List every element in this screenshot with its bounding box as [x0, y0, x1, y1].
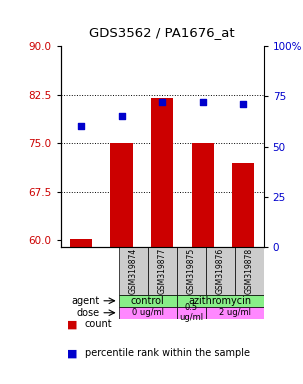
Point: [241, 101, 246, 108]
Text: GSM319874: GSM319874: [128, 248, 138, 294]
Text: ■: ■: [67, 319, 77, 329]
Bar: [232, 163, 255, 247]
FancyBboxPatch shape: [177, 247, 206, 295]
Point: [78, 123, 83, 129]
Text: dose: dose: [77, 308, 100, 318]
Text: azithromycin: azithromycin: [188, 296, 252, 306]
FancyBboxPatch shape: [118, 247, 148, 295]
Point: [200, 99, 205, 105]
Bar: [191, 143, 214, 247]
Text: control: control: [131, 296, 165, 306]
FancyBboxPatch shape: [206, 307, 264, 319]
Text: GSM319875: GSM319875: [187, 248, 196, 294]
FancyBboxPatch shape: [177, 307, 206, 319]
Text: percentile rank within the sample: percentile rank within the sample: [85, 348, 250, 358]
Text: GSM319877: GSM319877: [158, 248, 167, 294]
Point: [160, 99, 165, 105]
FancyBboxPatch shape: [177, 295, 264, 307]
Bar: [110, 143, 133, 247]
Text: 0 ug/ml: 0 ug/ml: [132, 308, 164, 317]
Bar: [70, 238, 92, 247]
Bar: [151, 98, 173, 247]
FancyBboxPatch shape: [118, 307, 177, 319]
Text: GDS3562 / PA1676_at: GDS3562 / PA1676_at: [89, 26, 235, 39]
Text: GSM319878: GSM319878: [245, 248, 254, 294]
Point: [119, 113, 124, 119]
FancyBboxPatch shape: [235, 247, 264, 295]
Text: 0.5
ug/ml: 0.5 ug/ml: [179, 303, 203, 323]
Text: GSM319876: GSM319876: [216, 248, 225, 294]
FancyBboxPatch shape: [148, 247, 177, 295]
Text: agent: agent: [72, 296, 100, 306]
Text: ■: ■: [67, 348, 77, 358]
Text: 2 ug/ml: 2 ug/ml: [218, 308, 251, 317]
FancyBboxPatch shape: [118, 295, 177, 307]
Text: count: count: [85, 319, 112, 329]
FancyBboxPatch shape: [206, 247, 235, 295]
